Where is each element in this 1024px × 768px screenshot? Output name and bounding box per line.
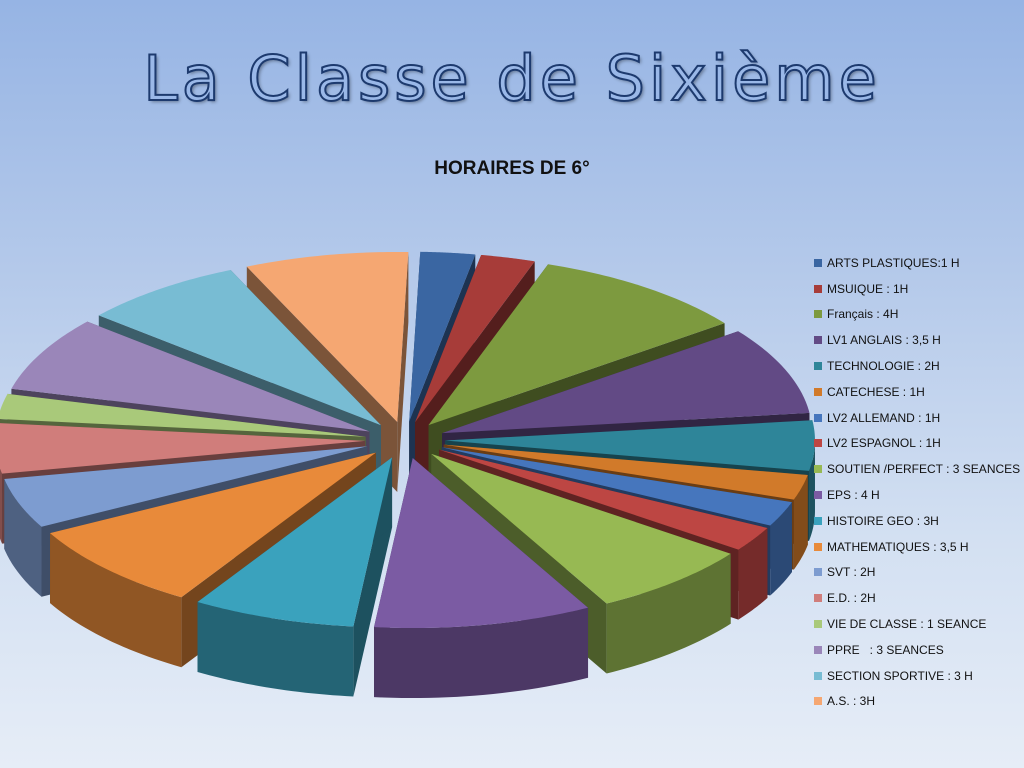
pie-slice-side xyxy=(809,440,815,541)
legend-item: LV2 ALLEMAND : 1H xyxy=(814,405,1019,431)
legend-swatch xyxy=(814,362,822,371)
legend-label: MATHEMATIQUES : 3,5 H xyxy=(827,539,969,554)
pie-slice-top xyxy=(444,420,815,471)
legend-item: SECTION SPORTIVE : 3 H xyxy=(814,663,1019,689)
legend-label: PPRE : 3 SEANCES xyxy=(827,642,944,657)
legend-swatch xyxy=(814,387,822,396)
legend-label: CATECHESE : 1H xyxy=(827,384,925,399)
pie-slice-side xyxy=(50,533,182,668)
pie-slice-top xyxy=(246,251,409,422)
pie-slice-top xyxy=(98,269,382,426)
legend-item: PPRE : 3 SEANCES xyxy=(814,637,1019,663)
pie-slice-wall xyxy=(397,252,409,492)
legend-label: E.D. : 2H xyxy=(827,591,876,606)
legend-item: A.S. : 3H xyxy=(814,689,1019,715)
legend-item: MATHEMATIQUES : 3,5 H xyxy=(814,534,1019,560)
pie-slice-side xyxy=(770,502,792,596)
legend-swatch xyxy=(814,671,822,680)
slide-title: La Classe de Sixième xyxy=(142,41,881,116)
pie-slice-top xyxy=(374,458,589,629)
legend-item: EPS : 4 H xyxy=(814,482,1019,508)
pie-slice xyxy=(197,457,393,697)
legend-swatch xyxy=(814,258,822,267)
pie-slice-top xyxy=(0,423,366,474)
legend-swatch xyxy=(814,697,822,706)
pie-slice-top xyxy=(442,331,810,434)
legend-item: TECHNOLOGIE : 2H xyxy=(814,353,1019,379)
legend-label: SVT : 2H xyxy=(827,565,876,580)
legend-label: TECHNOLOGIE : 2H xyxy=(827,359,940,374)
legend-label: A.S. : 3H xyxy=(827,694,876,709)
legend-label: ARTS PLASTIQUES:1 H xyxy=(827,255,960,270)
legend-swatch xyxy=(814,284,822,293)
legend-item: E.D. : 2H xyxy=(814,585,1019,611)
legend-label: VIE DE CLASSE : 1 SEANCE xyxy=(827,617,987,632)
pie-slice-side xyxy=(793,474,808,570)
pie-slice-top xyxy=(415,254,535,423)
legend-label: EPS : 4 H xyxy=(827,488,880,503)
chart-title: HORAIRES DE 6° xyxy=(434,158,590,179)
pie-slice-top xyxy=(443,444,808,500)
legend-item: HISTOIRE GEO : 3H xyxy=(814,508,1019,534)
pie-slice-top xyxy=(50,452,376,598)
legend-item: VIE DE CLASSE : 1 SEANCE xyxy=(814,611,1019,637)
legend-label: LV2 ALLEMAND : 1H xyxy=(827,410,941,425)
legend-label: LV1 ANGLAIS : 3,5 H xyxy=(827,333,941,348)
legend-item: SVT : 2H xyxy=(814,560,1019,586)
pie-slice-side xyxy=(374,607,589,699)
pie-slice-top xyxy=(441,447,792,526)
legend-swatch xyxy=(814,310,822,319)
pie-slice-top xyxy=(439,449,768,550)
chart-legend: ARTS PLASTIQUES:1 H MSUIQUE : 1H Français … xyxy=(814,250,1021,715)
pie-slice-side xyxy=(606,553,731,674)
pie-slice-side xyxy=(197,601,354,697)
legend-item: Français : 4H xyxy=(814,302,1019,328)
pie-slice xyxy=(374,458,589,699)
legend-swatch xyxy=(814,542,822,551)
legend-swatch xyxy=(814,439,822,448)
legend-item: MSUIQUE : 1H xyxy=(814,276,1019,302)
legend-label: HISTOIRE GEO : 3H xyxy=(827,513,939,528)
legend-swatch xyxy=(814,336,822,345)
pie-slice-side xyxy=(0,468,3,544)
pie-slice-top xyxy=(0,393,366,437)
legend-swatch xyxy=(814,620,822,629)
legend-swatch xyxy=(814,491,822,500)
pie-slice-top xyxy=(431,453,731,604)
legend-swatch xyxy=(814,594,822,603)
legend-item: ARTS PLASTIQUES:1 H xyxy=(814,250,1019,276)
pie-slice-side xyxy=(4,479,42,597)
pie-slice-top xyxy=(11,321,370,432)
legend-label: SOUTIEN /PERFECT : 3 SEANCES xyxy=(827,462,1021,477)
pie-slice-top xyxy=(197,457,393,627)
legend-label: SECTION SPORTIVE : 3 H xyxy=(827,668,973,683)
legend-item: LV2 ESPAGNOL : 1H xyxy=(814,431,1019,457)
legend-swatch xyxy=(814,516,822,525)
legend-swatch xyxy=(814,465,822,474)
legend-label: Français : 4H xyxy=(827,307,899,322)
legend-swatch xyxy=(814,645,822,654)
legend-label: LV2 ESPAGNOL : 1H xyxy=(827,436,941,451)
legend-item: CATECHESE : 1H xyxy=(814,379,1019,405)
legend-swatch xyxy=(814,413,822,422)
legend-label: MSUIQUE : 1H xyxy=(827,281,909,296)
legend-item: SOUTIEN /PERFECT : 3 SEANCES xyxy=(814,456,1021,482)
pie-slice-side xyxy=(738,527,768,620)
pie-slice-top xyxy=(409,251,476,422)
legend-swatch xyxy=(814,568,822,577)
pie-slice-top xyxy=(4,446,368,527)
pie-slice-top xyxy=(428,264,725,426)
legend-item: LV1 ANGLAIS : 3,5 H xyxy=(814,327,1019,353)
